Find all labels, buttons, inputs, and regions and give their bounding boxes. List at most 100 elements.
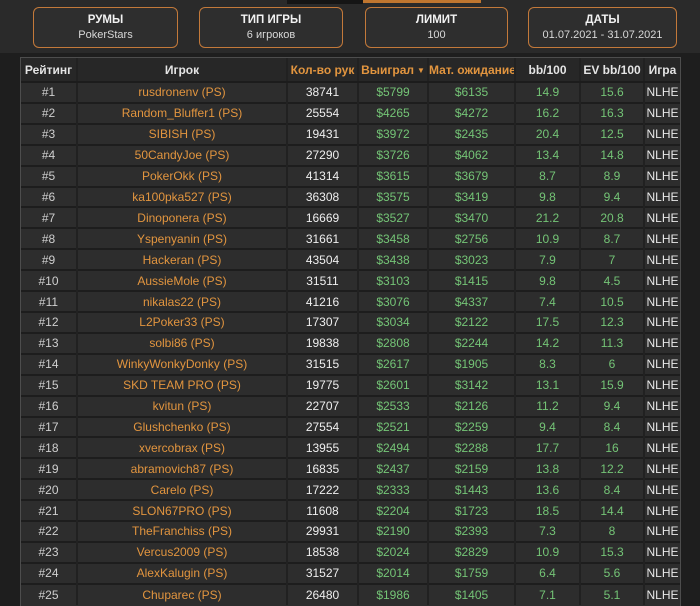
filter-limit[interactable]: ЛИМИТ 100	[365, 7, 508, 48]
player-link[interactable]: xvercobrax (PS)	[76, 436, 288, 459]
column-header-won[interactable]: Выиграл ▼	[357, 58, 429, 83]
game-cell: NLHE	[643, 227, 680, 250]
bb100-cell: 7.4	[514, 290, 581, 312]
expectation-cell: $4062	[427, 143, 516, 166]
player-link[interactable]: Hackeran (PS)	[76, 248, 288, 271]
evbb100-cell: 12.3	[579, 310, 645, 333]
column-header-hands[interactable]: Кол-во рук	[286, 58, 359, 83]
column-header-player[interactable]: Игрок	[76, 58, 288, 83]
player-link[interactable]: Chuparec (PS)	[76, 582, 288, 605]
player-link[interactable]: kvitun (PS)	[76, 394, 288, 417]
column-header-rank-label: Рейтинг	[24, 62, 73, 77]
player-link[interactable]: rusdronenv (PS)	[76, 82, 288, 103]
bb100-cell: 11.2	[514, 394, 581, 417]
game-cell: NLHE	[643, 206, 680, 229]
rank-cell: #11	[21, 290, 78, 312]
filter-rooms[interactable]: РУМЫ PokerStars	[33, 7, 178, 48]
rank-cell: #18	[21, 436, 78, 459]
game-cell: NLHE	[643, 164, 680, 187]
player-link[interactable]: PokerOkk (PS)	[76, 164, 288, 187]
player-link[interactable]: solbi86 (PS)	[76, 331, 288, 354]
expectation-cell: $2259	[427, 415, 516, 438]
evbb100-cell: 11.3	[579, 331, 645, 354]
bb100-cell: 21.2	[514, 206, 581, 229]
rank-cell: #24	[21, 561, 78, 584]
hands-cell: 16669	[286, 206, 359, 229]
rank-cell: #2	[21, 101, 78, 124]
column-header-ev[interactable]: Мат. ожидание	[427, 58, 516, 83]
player-link[interactable]: Vercus2009 (PS)	[76, 540, 288, 563]
evbb100-cell: 7	[579, 248, 645, 271]
filter-dates[interactable]: ДАТЫ 01.07.2021 - 31.07.2021	[528, 7, 677, 48]
evbb100-cell: 8.7	[579, 227, 645, 250]
player-link[interactable]: 50CandyJoe (PS)	[76, 143, 288, 166]
player-link[interactable]: WinkyWonkyDonky (PS)	[76, 352, 288, 375]
player-link[interactable]: Random_Bluffer1 (PS)	[76, 101, 288, 124]
expectation-cell: $1905	[427, 352, 516, 375]
expectation-cell: $2756	[427, 227, 516, 250]
rank-cell: #1	[21, 82, 78, 103]
bb100-cell: 18.5	[514, 499, 581, 522]
player-link[interactable]: Yspenyanin (PS)	[76, 227, 288, 250]
rank-cell: #15	[21, 373, 78, 396]
game-cell: NLHE	[643, 269, 680, 292]
player-link[interactable]: SLON67PRO (PS)	[76, 499, 288, 522]
bb100-cell: 7.1	[514, 582, 581, 605]
player-link[interactable]: L2Poker33 (PS)	[76, 310, 288, 333]
bb100-cell: 14.9	[514, 82, 581, 103]
table-row: #8 Yspenyanin (PS) 31661 $3458 $2756 10.…	[21, 227, 680, 250]
hands-cell: 17307	[286, 310, 359, 333]
bb100-cell: 17.7	[514, 436, 581, 459]
hands-cell: 25554	[286, 101, 359, 124]
player-link[interactable]: AlexKalugin (PS)	[76, 561, 288, 584]
won-cell: $3615	[357, 164, 429, 187]
top-bar: РУМЫ PokerStars ТИП ИГРЫ 6 игроков ЛИМИТ…	[0, 0, 700, 53]
evbb100-cell: 14.8	[579, 143, 645, 166]
game-cell: NLHE	[643, 352, 680, 375]
player-link[interactable]: nikalas22 (PS)	[76, 290, 288, 312]
hands-cell: 26480	[286, 582, 359, 605]
game-cell: NLHE	[643, 82, 680, 103]
won-cell: $3575	[357, 185, 429, 208]
player-link[interactable]: TheFranchiss (PS)	[76, 520, 288, 542]
won-cell: $2533	[357, 394, 429, 417]
bb100-cell: 8.3	[514, 352, 581, 375]
column-header-game[interactable]: Игра	[643, 58, 680, 83]
column-header-rank[interactable]: Рейтинг	[21, 58, 78, 83]
game-cell: NLHE	[643, 499, 680, 522]
filter-limit-value: 100	[427, 28, 446, 41]
rank-cell: #7	[21, 206, 78, 229]
column-header-bb100[interactable]: bb/100	[514, 58, 581, 83]
player-link[interactable]: Dinoponera (PS)	[76, 206, 288, 229]
player-link[interactable]: Carelo (PS)	[76, 478, 288, 501]
filter-limit-label: ЛИМИТ	[415, 14, 458, 27]
game-cell: NLHE	[643, 101, 680, 124]
column-header-ev-label: Мат. ожидание	[429, 62, 515, 77]
won-cell: $3726	[357, 143, 429, 166]
expectation-cell: $3023	[427, 248, 516, 271]
filter-dates-label: ДАТЫ	[585, 14, 620, 27]
player-link[interactable]: AussieMole (PS)	[76, 269, 288, 292]
evbb100-cell: 8	[579, 520, 645, 542]
rank-cell: #8	[21, 227, 78, 250]
bb100-cell: 13.8	[514, 457, 581, 480]
won-cell: $3103	[357, 269, 429, 292]
evbb100-cell: 10.5	[579, 290, 645, 312]
rank-cell: #19	[21, 457, 78, 480]
player-link[interactable]: SKD TEAM PRO (PS)	[76, 373, 288, 396]
column-header-evbb100[interactable]: EV bb/100	[579, 58, 645, 83]
bb100-cell: 8.7	[514, 164, 581, 187]
rank-cell: #3	[21, 122, 78, 145]
player-link[interactable]: SIBISH (PS)	[76, 122, 288, 145]
hands-cell: 22707	[286, 394, 359, 417]
player-link[interactable]: Glushchenko (PS)	[76, 415, 288, 438]
won-cell: $2808	[357, 331, 429, 354]
player-link[interactable]: ka100pka527 (PS)	[76, 185, 288, 208]
hands-cell: 13955	[286, 436, 359, 459]
filter-game-type[interactable]: ТИП ИГРЫ 6 игроков	[199, 7, 343, 48]
inactive-tab-edge	[287, 0, 363, 4]
rank-cell: #6	[21, 185, 78, 208]
expectation-cell: $2393	[427, 520, 516, 542]
expectation-cell: $1759	[427, 561, 516, 584]
player-link[interactable]: abramovich87 (PS)	[76, 457, 288, 480]
